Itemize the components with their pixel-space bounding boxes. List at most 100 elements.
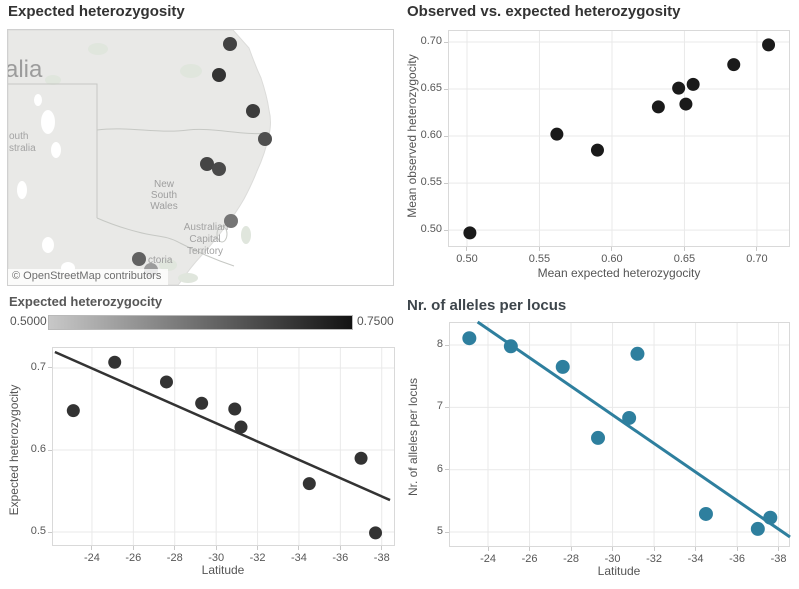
obs-vs-exp-xlabel: Mean expected heterozygocity [537,266,701,280]
obs-vs-exp-plot[interactable]: 0.50 0.55 0.60 0.65 0.70 0.70 0.65 0.60 0.55 0.50 [421,30,790,265]
alleles-latitude-plot[interactable]: -24 -26 -28 -30 -32 -34 -36 -38 8 7 6 5 [437,320,791,565]
map-place-label: stralia [9,143,36,154]
map-sample-point[interactable] [258,132,272,146]
x-tick-label: 0.70 [746,253,768,265]
legend-title: Expected heterozygocity [9,294,163,309]
scatter-point[interactable] [763,510,778,525]
y-tick-label: 0.60 [420,129,442,142]
trend-line [54,350,391,502]
scatter-point[interactable] [590,143,604,157]
scatter-point[interactable] [622,410,637,425]
map-state-borders [8,83,270,267]
x-tick-label: -30 [208,552,225,564]
map-place-label: Australian [184,222,228,233]
map-place-label: New [154,179,175,190]
map-sample-point[interactable] [200,157,214,171]
x-tick-label: 0.50 [456,253,478,265]
scatter-point[interactable] [462,331,477,346]
scatter-point[interactable] [591,430,606,445]
map-sample-point[interactable] [132,252,146,266]
map-land [8,30,271,285]
x-tick-label: -38 [373,552,390,564]
map-attribution: © OpenStreetMap contributors [8,269,169,285]
scatter-point[interactable] [550,127,564,141]
scatter-point[interactable] [555,359,570,374]
y-tick-label: 5 [436,525,443,538]
alleles-ylabel: Nr. of alleles per locus [406,377,420,497]
x-tick-label: -28 [166,552,183,564]
y-tick-label: 0.7 [30,360,46,373]
x-tick-label: -36 [729,553,746,565]
map-sample-point[interactable] [246,104,260,118]
map-place-label: alia [8,56,43,83]
scatter-point[interactable] [354,451,368,465]
x-tick-label: 0.65 [673,253,696,265]
plot-border [448,30,790,247]
map-place-label: Territory [187,246,223,257]
x-tick-label: -32 [646,553,662,565]
scatter-point[interactable] [159,375,173,389]
map-place-label: outh [9,131,28,142]
scatter-point[interactable] [463,226,477,240]
x-tick-label: -38 [770,553,787,565]
legend-max-value: 0.7500 [357,314,394,328]
alleles-title: Nr. of alleles per locus [407,297,567,314]
scatter-point[interactable] [686,77,700,91]
y-tick-label: 0.55 [420,176,442,189]
x-tick-label: 0.60 [601,253,623,265]
x-tick-label: -34 [290,552,307,564]
scatter-point[interactable] [762,38,776,52]
map-place-label: Capital [189,234,220,245]
scatter-point[interactable] [698,506,713,521]
exp-het-latitude-xlabel: Latitude [201,563,245,577]
map-sample-point[interactable] [223,37,237,51]
scatter-point[interactable] [234,420,248,434]
map-place-label: ctoria [148,255,173,266]
scatter-point[interactable] [66,404,80,418]
y-tick-label: 8 [436,338,443,351]
scatter-point[interactable] [727,58,741,72]
map-place-label: Wales [150,201,177,212]
x-tick-label: -24 [83,552,100,564]
scatter-point[interactable] [651,100,665,114]
scatter-point[interactable] [750,521,765,536]
scatter-point[interactable] [228,402,242,416]
x-tick-label: -32 [249,552,266,564]
map-panel-title: Expected heterozygosity [8,3,185,20]
x-tick-label: -30 [604,553,621,565]
scatter-point[interactable] [369,526,383,540]
x-tick-label: -24 [480,553,496,565]
map-panel[interactable]: alia outh stralia New South Wales Australian Ca… [7,29,394,286]
y-tick-label: 0.65 [420,82,442,95]
y-tick-label: 0.70 [420,35,442,48]
y-tick-label: 7 [436,400,443,413]
scatter-point[interactable] [108,355,122,369]
obs-vs-exp-canvas [448,30,790,247]
x-tick-label: 0.55 [528,253,551,265]
alleles-xlabel: Latitude [597,564,641,578]
exp-het-canvas [52,347,395,546]
exp-het-latitude-ylabel: Expected heterozygocity [7,384,21,516]
x-tick-label: -36 [332,552,349,564]
map-sample-point[interactable] [224,214,238,228]
map-sample-point[interactable] [212,162,226,176]
scatter-point[interactable] [679,97,693,111]
obs-vs-exp-title: Observed vs. expected heterozygosity [407,3,681,20]
legend-gradient-bar[interactable] [48,315,353,330]
legend-min-value: 0.5000 [10,314,47,328]
exp-het-latitude-plot[interactable]: -24 -26 -28 -30 -32 -34 -36 -38 0.7 0.6 0.5 [31,347,395,564]
y-tick-label: 0.5 [30,525,46,538]
map-sample-point[interactable] [212,68,226,82]
obs-vs-exp-ylabel: Mean observed heterozygocity [405,54,419,218]
scatter-point[interactable] [503,339,518,354]
scatter-point[interactable] [630,346,645,361]
plot-border [449,322,790,547]
scatter-point[interactable] [672,81,686,95]
y-tick-label: 0.6 [30,443,46,456]
scatter-point[interactable] [302,477,316,491]
map-lakes [17,94,75,274]
x-tick-label: -28 [563,553,579,565]
alleles-canvas [449,320,791,547]
scatter-point[interactable] [195,396,209,410]
